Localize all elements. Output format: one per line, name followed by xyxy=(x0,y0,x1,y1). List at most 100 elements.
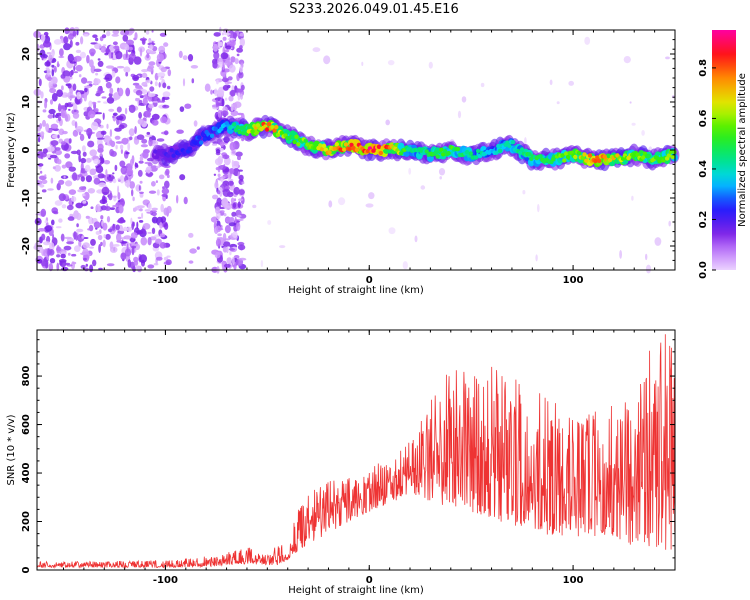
noise-blob xyxy=(87,140,95,148)
noise-blob xyxy=(120,148,123,154)
noise-blob xyxy=(139,192,144,198)
colorbar-tick-label: 0.4 xyxy=(698,160,709,178)
noise-blob xyxy=(58,115,61,122)
noise-blob xyxy=(145,166,152,173)
ridge-blob xyxy=(584,158,589,163)
noise-blob xyxy=(71,120,76,126)
noise-blob xyxy=(66,241,74,245)
noise-blob xyxy=(234,216,237,224)
noise-blob xyxy=(41,56,44,61)
ridge-blob xyxy=(464,149,470,155)
noise-blob xyxy=(123,150,129,159)
noise-blob xyxy=(138,160,144,164)
y-axis-label: Frequency (Hz) xyxy=(6,112,17,188)
noise-blob xyxy=(212,194,219,200)
noise-blob xyxy=(64,27,70,35)
noise-blob xyxy=(76,149,81,156)
noise-blob xyxy=(147,162,153,167)
noise-blob xyxy=(63,36,69,44)
noise-blob xyxy=(87,110,96,119)
noise-blob xyxy=(83,257,87,261)
noise-blob xyxy=(86,127,93,137)
noise-blob xyxy=(145,110,148,119)
noise-blob xyxy=(51,207,58,214)
ridge-blob xyxy=(580,155,585,160)
noise-blob xyxy=(129,158,134,167)
noise-blob xyxy=(71,102,76,105)
noise-blob xyxy=(149,44,154,50)
noise-blob xyxy=(65,180,73,187)
noise-blob xyxy=(118,179,121,183)
noise-blob xyxy=(184,103,192,109)
x-axis-label: Height of straight line (km) xyxy=(288,585,424,596)
noise-blob xyxy=(93,177,101,185)
noise-blob xyxy=(212,43,219,52)
noise-blob xyxy=(365,203,374,208)
noise-blob xyxy=(105,79,109,83)
noise-blob xyxy=(51,92,58,102)
noise-blob xyxy=(75,202,83,209)
noise-blob xyxy=(213,51,220,60)
ridge-blob xyxy=(279,130,284,136)
noise-blob xyxy=(86,54,90,64)
noise-blob xyxy=(217,87,225,97)
noise-blob xyxy=(133,56,142,65)
noise-blob xyxy=(141,212,144,219)
noise-blob xyxy=(159,222,163,229)
noise-blob xyxy=(145,171,154,177)
noise-blob xyxy=(159,233,166,238)
noise-blob xyxy=(135,90,143,96)
noise-blob xyxy=(167,85,171,90)
noise-blob xyxy=(134,162,138,168)
noise-blob xyxy=(279,245,286,249)
noise-blob xyxy=(83,191,90,201)
ridge-blob xyxy=(193,140,198,146)
noise-blob xyxy=(233,101,242,108)
noise-blob xyxy=(125,87,131,97)
noise-blob xyxy=(158,61,162,64)
noise-blob xyxy=(48,81,52,89)
noise-blob xyxy=(231,159,234,167)
noise-blob xyxy=(81,77,88,84)
noise-blob xyxy=(112,172,115,175)
noise-blob xyxy=(120,44,128,47)
noise-blob xyxy=(217,233,222,236)
noise-blob xyxy=(229,142,236,151)
noise-blob xyxy=(41,189,47,193)
noise-blob xyxy=(137,206,140,211)
noise-blob xyxy=(102,222,108,231)
noise-blob xyxy=(72,112,80,119)
noise-blob xyxy=(102,112,105,121)
noise-blob xyxy=(196,246,200,250)
noise-blob xyxy=(106,123,109,129)
noise-blob xyxy=(80,176,86,182)
noise-blob xyxy=(139,95,144,99)
noise-blob xyxy=(117,87,124,97)
noise-blob xyxy=(48,108,56,115)
noise-blob xyxy=(178,50,183,59)
noise-blob xyxy=(361,61,364,66)
noise-blob xyxy=(59,260,67,268)
noise-blob xyxy=(88,216,94,225)
noise-blob xyxy=(89,264,94,273)
heatmap-ridge-layer xyxy=(150,114,680,172)
noise-blob xyxy=(232,231,238,238)
noise-blob xyxy=(114,135,121,140)
noise-blob xyxy=(80,264,86,269)
noise-blob xyxy=(83,85,92,89)
noise-blob xyxy=(76,91,82,100)
noise-blob xyxy=(232,32,237,39)
noise-blob xyxy=(420,185,426,190)
noise-blob xyxy=(130,232,138,239)
y-tick-label: 600 xyxy=(21,414,32,435)
noise-blob xyxy=(94,37,99,42)
noise-blob xyxy=(236,47,244,53)
noise-blob xyxy=(556,101,560,105)
noise-blob xyxy=(45,123,50,132)
noise-blob xyxy=(98,182,107,188)
colorbar-label: Normalized spectral amplitude xyxy=(737,73,748,227)
ridge-blob xyxy=(597,158,602,163)
noise-blob xyxy=(131,246,135,256)
noise-blob xyxy=(55,147,61,151)
noise-blob xyxy=(233,198,237,202)
